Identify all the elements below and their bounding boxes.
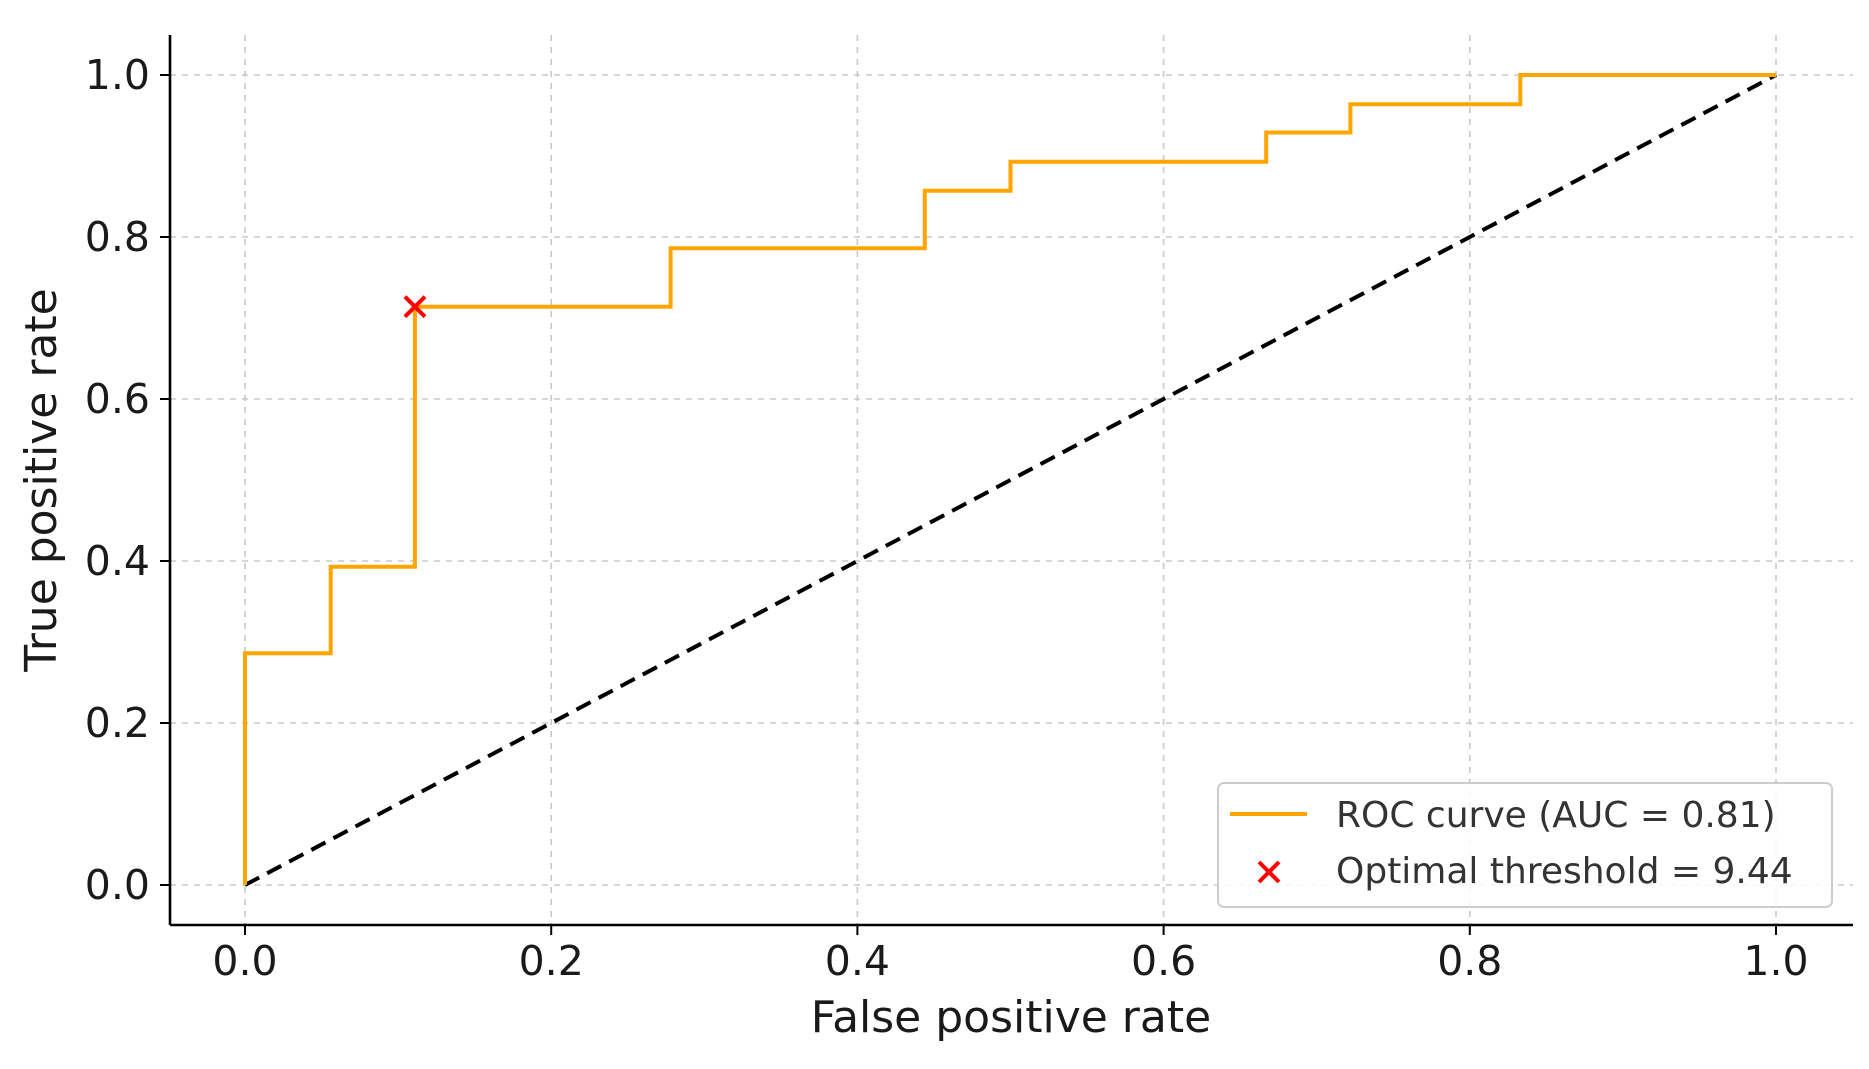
- x-tick-label: 1.0: [1743, 937, 1808, 985]
- chance-diagonal-line: [244, 73, 1777, 887]
- legend-roc-label: ROC curve (AUC = 0.81): [1336, 795, 1776, 836]
- y-tick-label: 0.8: [85, 213, 150, 261]
- x-tick-label: 0.6: [1131, 937, 1196, 985]
- x-tick-label: 0.2: [519, 937, 584, 985]
- y-tick-label: 0.2: [85, 699, 150, 747]
- legend: ROC curve (AUC = 0.81) Optimal threshold…: [1217, 782, 1833, 908]
- y-ticks: 0.0 0.2 0.4 0.6 0.8 1.0: [85, 51, 170, 909]
- optimal-threshold-marker: [403, 295, 427, 319]
- x-tick-label: 0.4: [825, 937, 890, 985]
- y-tick-label: 0.6: [85, 375, 150, 423]
- axes: [168, 35, 1853, 927]
- legend-threshold-label: Optimal threshold = 9.44: [1336, 851, 1793, 892]
- y-axis-label: True positive rate: [16, 288, 67, 672]
- y-tick-label: 1.0: [85, 51, 150, 99]
- grid: [170, 35, 1853, 925]
- series: [243, 73, 1777, 887]
- x-axis-label: False positive rate: [811, 992, 1211, 1043]
- roc-curve-line: [243, 73, 1776, 885]
- y-tick-label: 0.0: [85, 861, 150, 909]
- x-tick-label: 0.0: [212, 937, 277, 985]
- markers: [403, 295, 427, 319]
- legend-frame: [1217, 782, 1833, 908]
- x-tick-label: 0.8: [1437, 937, 1502, 985]
- legend-threshold-icon: [1257, 860, 1281, 884]
- x-ticks: 0.0 0.2 0.4 0.6 0.8 1.0: [212, 925, 1809, 985]
- y-tick-label: 0.4: [85, 537, 150, 585]
